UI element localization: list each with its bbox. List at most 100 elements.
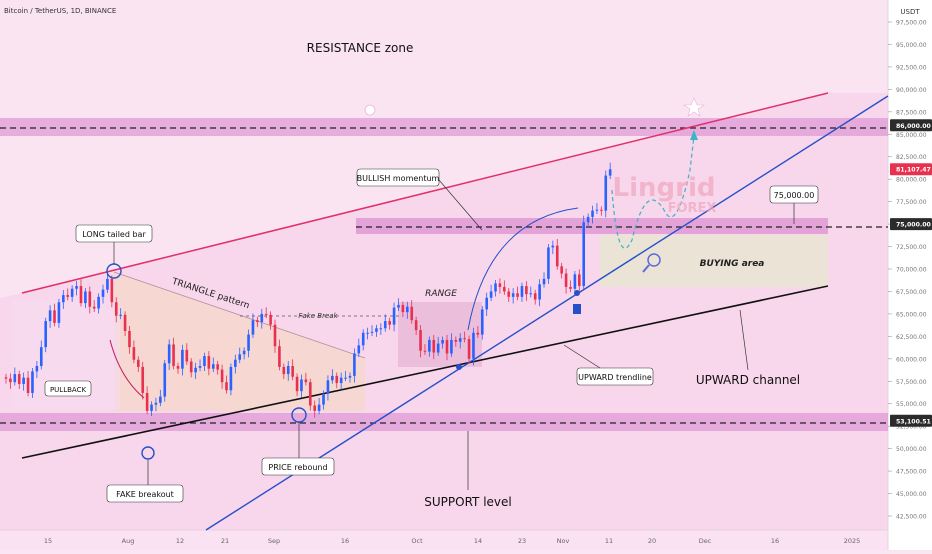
- candle: [533, 289, 537, 305]
- candle: [582, 215, 586, 290]
- candle: [419, 325, 422, 358]
- candle-body: [313, 405, 316, 411]
- candle: [4, 373, 8, 384]
- fake-breakout-marker: [141, 446, 155, 460]
- candle: [229, 363, 233, 396]
- candle-body: [234, 359, 237, 367]
- candle-body: [498, 283, 502, 287]
- candle: [172, 337, 175, 370]
- candle: [348, 372, 352, 383]
- candle: [480, 306, 484, 340]
- candle: [141, 361, 145, 400]
- candle: [370, 325, 374, 337]
- candle: [264, 307, 268, 319]
- time-tick-label: Nov: [557, 537, 570, 545]
- candle-body: [595, 209, 599, 211]
- price-tick-label: 47,500.00: [896, 469, 927, 476]
- time-tick-label: Dec: [699, 537, 712, 545]
- candle: [97, 293, 100, 314]
- candle-body: [150, 404, 153, 411]
- candle: [251, 313, 255, 338]
- candle-body: [141, 366, 145, 393]
- candle-body: [295, 376, 299, 392]
- range-label: RANGE: [425, 289, 457, 299]
- candle-body: [70, 288, 74, 297]
- candle-body: [35, 366, 39, 372]
- candle-body: [53, 310, 56, 323]
- time-tick-label: 20: [648, 537, 656, 545]
- candle-body: [467, 339, 471, 359]
- candle: [181, 344, 184, 376]
- up-arrow-icon: [573, 304, 581, 314]
- candle: [167, 339, 171, 370]
- support-level-label: SUPPORT level: [424, 495, 511, 509]
- candle-body: [569, 286, 572, 289]
- breakout-zone-band: [356, 218, 828, 234]
- price-tick-label: 65,000.00: [896, 311, 927, 318]
- candle: [308, 378, 312, 411]
- resistance-zone-band: [0, 118, 888, 136]
- candle-body: [547, 247, 550, 279]
- candle: [410, 300, 414, 324]
- candle-body: [119, 314, 122, 316]
- price-tag: [890, 218, 932, 231]
- candle: [591, 205, 594, 224]
- candle-body: [9, 378, 12, 383]
- candle: [361, 329, 365, 351]
- candle: [353, 348, 356, 383]
- candle: [573, 270, 577, 294]
- price-tick-label: 45,000.00: [896, 491, 927, 498]
- candle-body: [203, 356, 206, 367]
- candle-body: [278, 346, 281, 367]
- trendline-touch-1: [456, 364, 462, 370]
- projection-arrowhead: [690, 130, 698, 140]
- candle-body: [335, 375, 339, 384]
- candle-body: [300, 379, 303, 392]
- momentum-arc-arrow: [467, 207, 579, 331]
- candle: [273, 319, 277, 353]
- candle-body: [525, 286, 528, 295]
- candle: [476, 326, 480, 338]
- triangle-pattern-fill: [114, 272, 365, 411]
- symbol-title: Bitcoin / TetherUS, 1D, BINANCE: [4, 7, 116, 15]
- time-tick-label: 14: [474, 537, 482, 545]
- candle: [339, 372, 343, 390]
- down-arrow-icon: [364, 104, 376, 116]
- fake-breakout-box: [106, 484, 184, 503]
- time-tick-label: Sep: [268, 537, 280, 545]
- candle: [547, 244, 550, 284]
- candle-body: [564, 273, 568, 287]
- candle: [304, 372, 308, 386]
- candle-body: [379, 328, 383, 330]
- time-tick-label: Aug: [122, 537, 135, 545]
- candle-body: [88, 291, 92, 307]
- price-tick-label: 52,500.00: [896, 424, 927, 431]
- price-tag: [890, 163, 932, 176]
- candle-body: [264, 313, 268, 315]
- candle: [211, 357, 215, 373]
- candle-body: [211, 364, 215, 369]
- candle-body: [48, 310, 52, 322]
- long-tailed-bar-box: [75, 224, 153, 243]
- candle: [70, 285, 74, 302]
- candle-body: [445, 339, 449, 354]
- candle: [463, 331, 466, 343]
- candle-body: [110, 278, 114, 303]
- price-tag-label: 81,107.47: [896, 167, 931, 174]
- candle-body: [4, 377, 8, 379]
- candle-body: [304, 379, 308, 383]
- candle-body: [198, 366, 202, 368]
- candle: [503, 280, 506, 295]
- pullback-box: [44, 380, 92, 397]
- candle: [53, 303, 56, 327]
- candle: [101, 284, 105, 304]
- candle: [238, 347, 242, 364]
- candle: [507, 288, 511, 302]
- candle-body: [397, 304, 400, 308]
- candle: [494, 279, 497, 297]
- price-tick-label: 72,500.00: [896, 244, 927, 251]
- fake-break-label: Fake Break: [298, 312, 338, 320]
- candle: [441, 336, 444, 349]
- candle: [335, 372, 339, 389]
